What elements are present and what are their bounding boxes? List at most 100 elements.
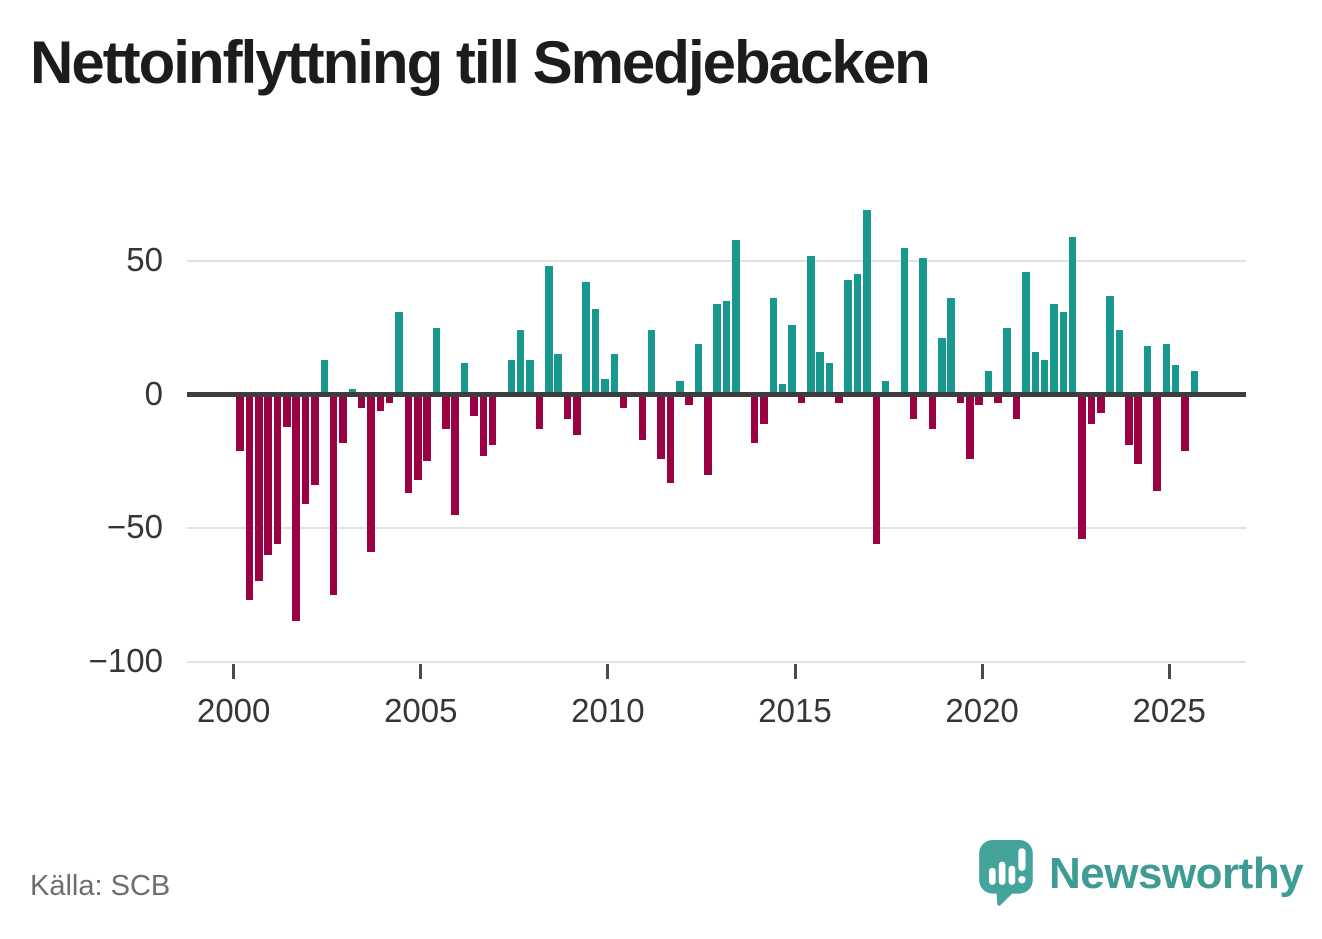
bar-positive (1190, 370, 1199, 395)
bar-positive (507, 359, 516, 395)
bar-negative (264, 394, 272, 555)
x-tick-mark (606, 663, 610, 679)
bar-positive (545, 266, 553, 395)
x-tick-label: 2015 (758, 692, 832, 729)
bar-positive (788, 325, 796, 395)
newsworthy-logo: Newsworthy (979, 840, 1304, 908)
bar-positive (900, 247, 908, 395)
bar-negative (245, 394, 254, 601)
x-tick-label: 2020 (945, 692, 1019, 729)
y-tick-label: 50 (126, 241, 163, 278)
bar-positive (1022, 271, 1030, 395)
bar-positive (1106, 295, 1114, 395)
bar-positive (722, 301, 731, 395)
bar-positive (844, 279, 852, 395)
gridline (187, 527, 1246, 529)
bar-negative (1125, 394, 1133, 446)
bar-positive (694, 343, 703, 395)
bar-negative (975, 394, 983, 406)
x-tick-mark (1167, 663, 1171, 679)
bar-negative (657, 394, 665, 459)
x-tick-label: 2010 (571, 692, 645, 729)
chart-title: Nettoinflyttning till Smedjebacken (30, 29, 931, 96)
bar-negative (535, 394, 544, 430)
y-tick-label: −50 (107, 508, 163, 545)
bar-positive (713, 303, 721, 395)
bar-negative (301, 394, 310, 504)
bar-positive (732, 239, 740, 395)
bar-positive (526, 359, 534, 395)
bar-negative (423, 394, 431, 462)
bar-positive (1031, 351, 1039, 395)
bar-negative (357, 394, 366, 408)
bar-negative (442, 394, 450, 430)
bar-negative (1134, 394, 1142, 464)
bar-negative (928, 394, 937, 430)
bar-positive (984, 370, 993, 395)
bar-negative (909, 394, 918, 419)
bar-negative (385, 394, 394, 403)
bar-negative (339, 394, 347, 443)
bar-positive (947, 298, 955, 395)
bar-negative (488, 394, 497, 446)
bar-positive (1050, 303, 1058, 395)
bar-positive (601, 378, 609, 395)
bar-negative (704, 394, 712, 475)
bar-negative (638, 394, 647, 440)
bar-negative (451, 394, 459, 515)
bar-positive (825, 362, 834, 395)
bar-positive (647, 330, 656, 395)
bar-negative (479, 394, 487, 456)
x-tick-mark (232, 663, 236, 679)
bar-negative (1078, 394, 1086, 539)
bar-positive (460, 362, 469, 395)
bar-positive (1115, 330, 1124, 395)
y-tick-label: 0 (144, 374, 163, 412)
x-tick-mark (793, 663, 797, 679)
bar-negative (872, 394, 880, 544)
bar-positive (1143, 346, 1152, 395)
source-label: Källa: SCB (30, 870, 171, 902)
bar-negative (292, 394, 300, 622)
bar-positive (591, 309, 600, 395)
x-tick-label: 2000 (196, 692, 271, 729)
x-tick-label: 2025 (1132, 692, 1206, 729)
x-tick-label: 2005 (384, 692, 458, 729)
bar-positive (881, 381, 890, 395)
bar-positive (1162, 343, 1170, 395)
bar-negative (1153, 394, 1161, 491)
bar-positive (863, 210, 871, 395)
bar-positive (853, 274, 862, 395)
bar-negative (236, 394, 244, 451)
bar-negative (797, 394, 806, 403)
bar-negative (404, 394, 413, 494)
x-tick-mark (419, 663, 423, 679)
newsworthy-speech-bubble-barchart-icon (979, 840, 1033, 906)
bar-positive (778, 383, 787, 395)
bar-positive (582, 282, 590, 395)
bar-positive (938, 338, 946, 395)
bar-positive (919, 258, 927, 395)
bar-positive (1003, 327, 1011, 395)
bar-negative (750, 394, 759, 443)
bar-negative (685, 394, 693, 406)
bar-negative (273, 394, 282, 544)
bar-positive (807, 255, 815, 395)
bar-negative (760, 394, 768, 424)
bar-negative (966, 394, 974, 459)
bar-positive (1068, 237, 1077, 395)
bar-negative (666, 394, 675, 483)
bar-positive (1040, 359, 1049, 395)
bar-positive (676, 381, 684, 395)
bar-negative (367, 394, 375, 552)
bar-negative (994, 394, 1002, 403)
bar-positive (320, 359, 328, 395)
bar-negative (1087, 394, 1096, 424)
bar-negative (329, 394, 338, 595)
brand-name: Newsworthy (1049, 849, 1304, 898)
bar-negative (563, 394, 572, 419)
bar-positive (610, 354, 618, 395)
bar-negative (1012, 394, 1021, 419)
gridline (187, 660, 1246, 663)
